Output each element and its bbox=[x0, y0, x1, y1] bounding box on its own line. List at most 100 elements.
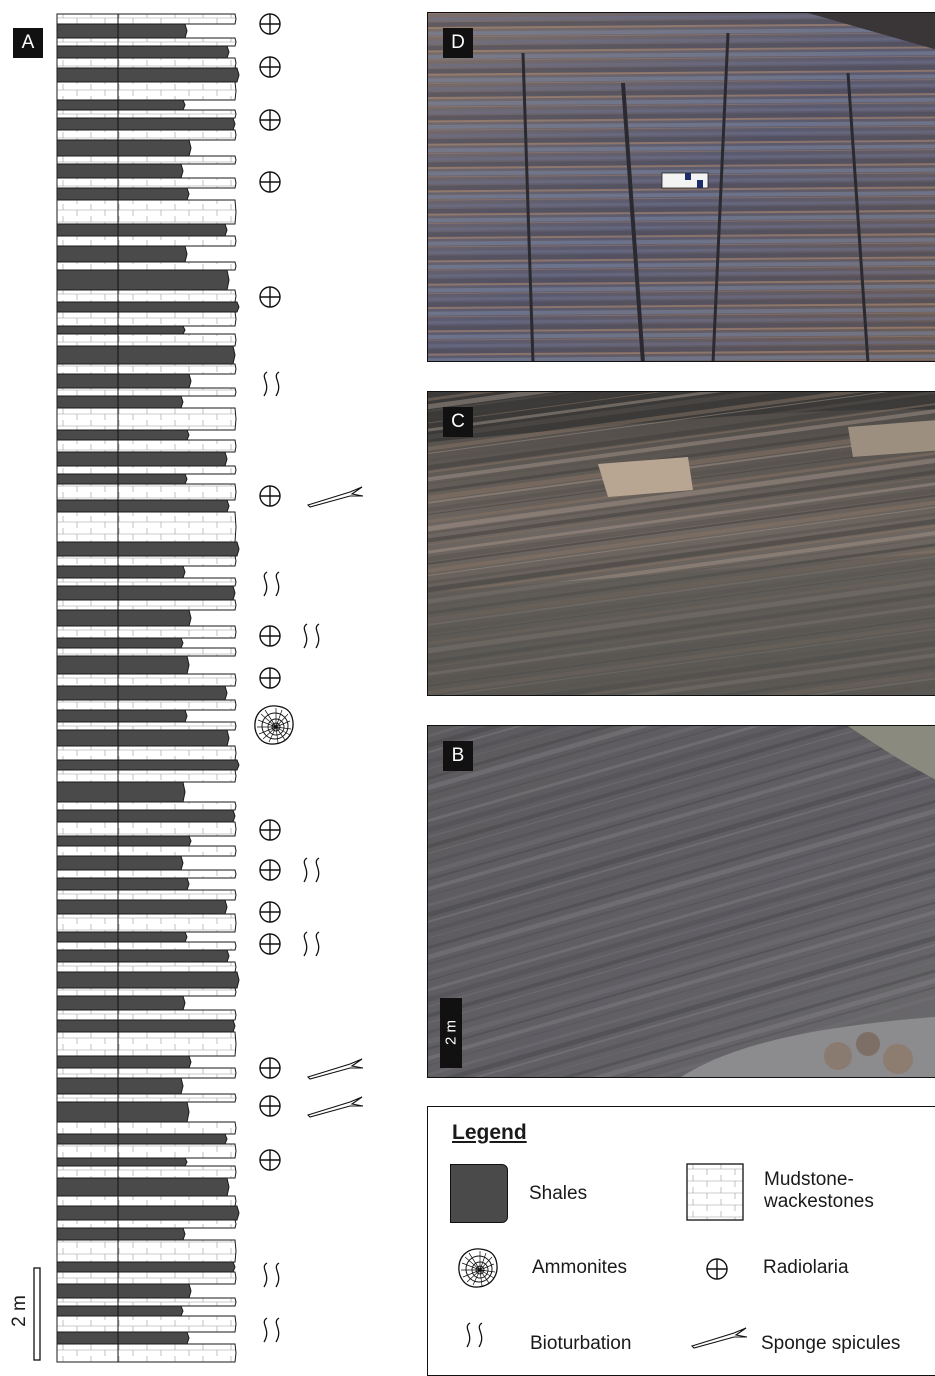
shale-bed bbox=[56, 67, 240, 83]
shale-bed bbox=[56, 855, 184, 871]
shale-bed bbox=[56, 301, 240, 313]
limestone-bed bbox=[56, 913, 237, 933]
shale-bed bbox=[56, 835, 192, 847]
radiolaria-icon bbox=[259, 171, 281, 193]
shale-bed bbox=[56, 1157, 188, 1167]
shale-bed bbox=[56, 395, 184, 409]
photo-scale-card bbox=[661, 172, 709, 189]
sponge-spicules-icon bbox=[307, 1058, 364, 1080]
shale-bed bbox=[56, 685, 228, 701]
limestone-bed bbox=[56, 333, 237, 347]
shale-bed bbox=[56, 223, 228, 237]
limestone-bed bbox=[56, 465, 237, 475]
limestone-bed bbox=[56, 987, 237, 997]
ammonites-icon bbox=[254, 705, 294, 745]
limestone-bed bbox=[56, 109, 237, 119]
limestone-bed bbox=[56, 1165, 237, 1179]
shale-bed bbox=[56, 637, 184, 649]
limestone-bed bbox=[56, 439, 237, 453]
limestone-bed bbox=[56, 721, 237, 731]
legend-label-shales: Shales bbox=[529, 1183, 588, 1204]
panel-label-a: A bbox=[13, 28, 43, 58]
limestone-bed bbox=[56, 1195, 237, 1207]
limestone-bed bbox=[56, 555, 237, 567]
legend-label-mudstone: Mudstone- wackestones bbox=[764, 1169, 874, 1212]
shale-bed bbox=[56, 565, 186, 579]
limestone-bed bbox=[56, 673, 237, 687]
shale-bed bbox=[56, 451, 228, 467]
photo-b-scale-bar bbox=[440, 998, 462, 1068]
limestone-bed bbox=[56, 961, 237, 973]
shale-bed bbox=[56, 1305, 184, 1317]
shale-bed bbox=[56, 899, 228, 915]
limestone-bed bbox=[56, 363, 237, 375]
limestone-bed bbox=[56, 1297, 237, 1307]
limestone-bed bbox=[56, 261, 237, 271]
limestone-bed bbox=[56, 599, 237, 611]
limestone-bed bbox=[56, 483, 237, 501]
radiolaria-icon bbox=[259, 1149, 281, 1171]
ammonites-icon bbox=[456, 1246, 500, 1290]
shale-bed bbox=[56, 1077, 184, 1095]
column-scale-bar bbox=[33, 1267, 41, 1361]
radiolaria-icon bbox=[259, 56, 281, 78]
shale-bed bbox=[56, 163, 184, 179]
photo-b-scale-label: 2 m bbox=[442, 1020, 460, 1046]
limestone-bed bbox=[56, 1121, 237, 1135]
limestone-bed bbox=[56, 745, 237, 761]
shale-bed bbox=[56, 499, 230, 513]
shale-bed bbox=[56, 809, 236, 823]
shale-bed bbox=[56, 345, 236, 365]
shale-bed bbox=[56, 373, 192, 389]
shale-bed bbox=[56, 1331, 190, 1345]
shales-swatch bbox=[450, 1164, 508, 1223]
limestone-bed bbox=[56, 81, 237, 101]
limestone-bed bbox=[56, 869, 237, 879]
shale-bed bbox=[56, 245, 188, 263]
bioturbation-icon bbox=[263, 571, 280, 597]
sponge-spicules-icon bbox=[307, 1096, 364, 1118]
radiolaria-icon bbox=[259, 819, 281, 841]
limestone-bed bbox=[56, 647, 237, 657]
radiolaria-icon bbox=[259, 901, 281, 923]
shale-bed bbox=[56, 729, 230, 747]
shale-bed bbox=[56, 45, 230, 59]
limestone-bed bbox=[56, 801, 237, 811]
limestone-bed bbox=[56, 177, 237, 189]
limestone-bed bbox=[56, 1343, 237, 1363]
sponge-spicules-icon bbox=[307, 486, 364, 508]
radiolaria-icon bbox=[259, 667, 281, 689]
photo-d: D bbox=[427, 12, 935, 362]
photo-b: B 2 m bbox=[427, 725, 935, 1078]
photo-c: C bbox=[427, 391, 935, 696]
shale-bed bbox=[56, 23, 188, 39]
limestone-bed bbox=[56, 13, 237, 25]
limestone-bed bbox=[56, 387, 237, 397]
radiolaria-icon bbox=[259, 286, 281, 308]
limestone-bed bbox=[56, 1239, 237, 1263]
limestone-bed bbox=[56, 941, 237, 951]
limestone-bed bbox=[56, 1031, 237, 1057]
shale-bed bbox=[56, 1283, 192, 1299]
legend-label-bioturbation: Bioturbation bbox=[530, 1333, 632, 1354]
limestone-bed bbox=[56, 235, 237, 247]
radiolaria-icon bbox=[259, 859, 281, 881]
shale-bed bbox=[56, 709, 188, 723]
radiolaria-icon bbox=[259, 625, 281, 647]
legend-title: Legend bbox=[452, 1121, 527, 1144]
limestone-bed bbox=[56, 129, 237, 141]
shale-bed bbox=[56, 1205, 240, 1221]
limestone-bed bbox=[56, 289, 237, 303]
bioturbation-icon bbox=[303, 623, 320, 649]
radiolaria-icon bbox=[259, 1095, 281, 1117]
legend: Legend Shales Mudstone- wackestones Ammo… bbox=[427, 1106, 935, 1376]
limestone-bed bbox=[56, 769, 237, 783]
shale-bed bbox=[56, 759, 240, 771]
shale-bed bbox=[56, 139, 192, 157]
radiolaria-icon bbox=[705, 1257, 729, 1281]
limestone-bed bbox=[56, 155, 237, 165]
limestone-bed bbox=[56, 821, 237, 837]
shale-bed bbox=[56, 949, 230, 963]
bioturbation-icon bbox=[303, 857, 320, 883]
sponge-spicules-icon bbox=[690, 1325, 748, 1349]
